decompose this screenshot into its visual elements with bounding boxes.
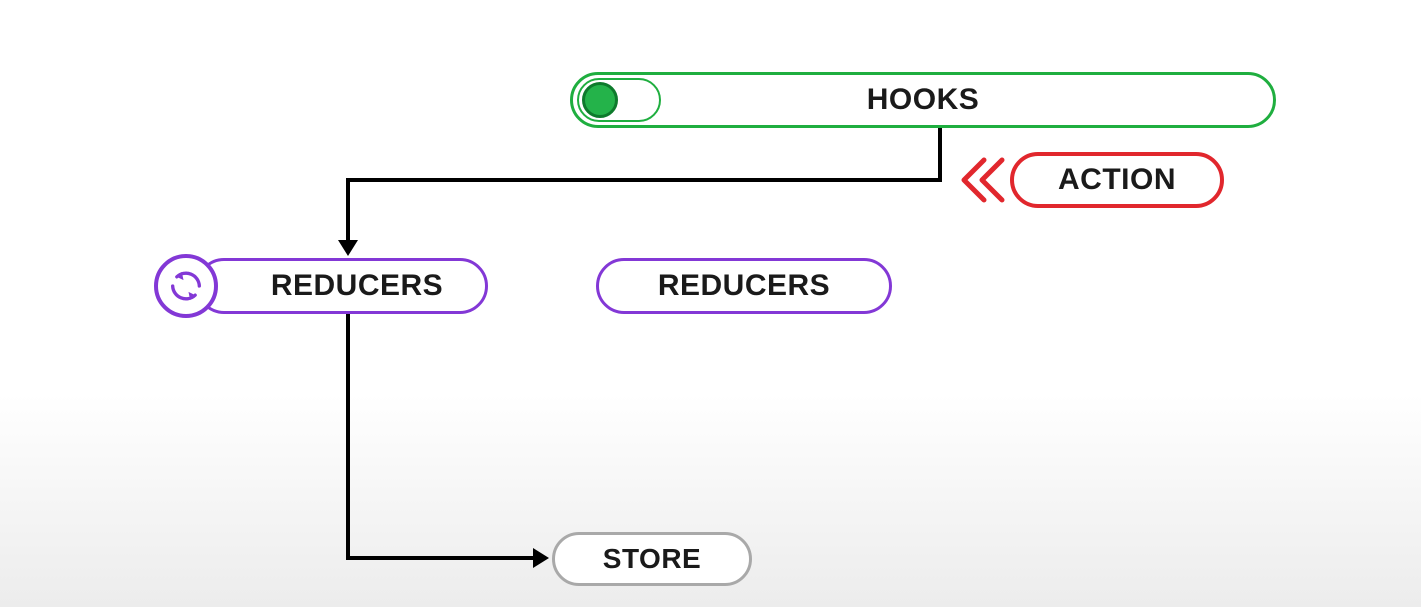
node-hooks: HOOKS [570,72,1276,128]
hooks-dot-icon [582,82,618,118]
node-reducers-2-label: REDUCERS [658,269,830,303]
arrowhead-right-icon [533,548,549,568]
cycle-badge [154,254,218,318]
double-chevron-left-icon [964,160,1002,200]
arrowhead-down-icon [338,240,358,256]
edge-hooks-to-reducers [348,128,940,253]
node-action: ACTION [1010,152,1224,208]
node-store: STORE [552,532,752,586]
edge-reducers-to-store [348,314,546,558]
node-hooks-label: HOOKS [867,83,980,117]
cycle-arrows-icon [166,266,206,306]
hooks-slot [577,78,661,122]
node-reducers-1-label: REDUCERS [271,269,443,303]
node-action-label: ACTION [1058,163,1176,197]
node-store-label: STORE [603,543,701,575]
diagram-stage: HOOKS ACTION REDUCERS REDUCERS STORE [0,0,1421,607]
node-reducers-2: REDUCERS [596,258,892,314]
node-reducers-1: REDUCERS [196,258,488,314]
